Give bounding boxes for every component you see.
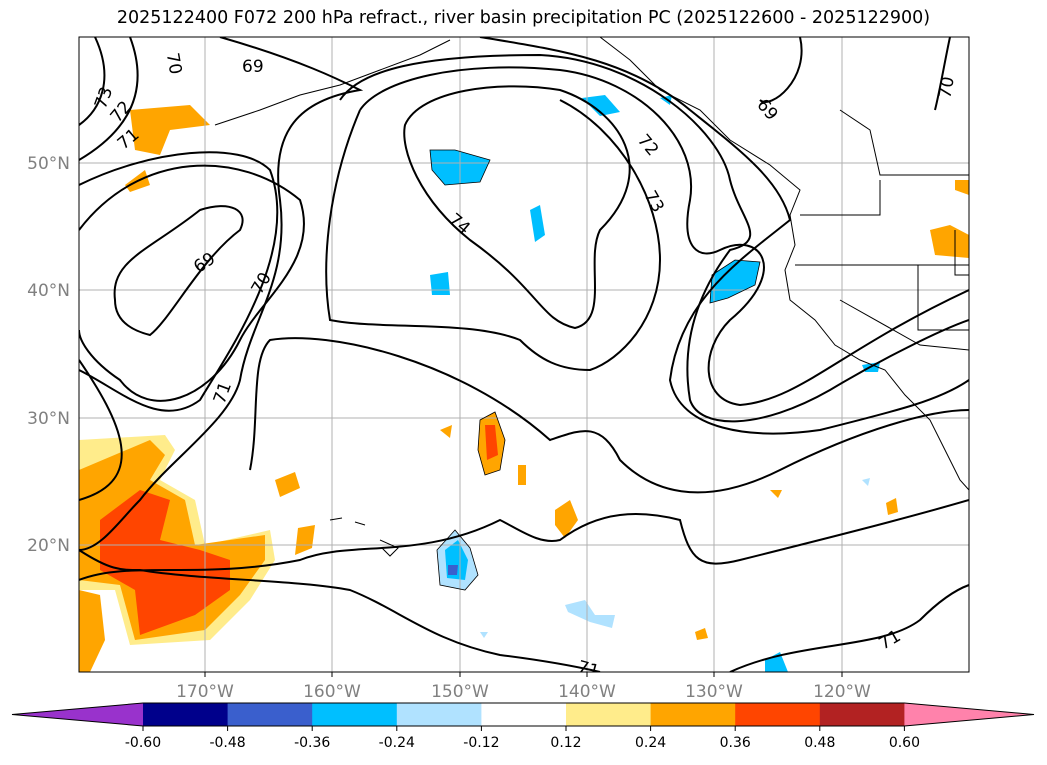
colorbar-tick-label: 0.48 [804, 735, 835, 751]
colorbar-swatch [312, 703, 398, 726]
colorbar-tick-label: -0.24 [379, 735, 415, 751]
lat-label: 20°N [27, 536, 70, 556]
colorbar-tick-label: -0.60 [125, 735, 161, 751]
colorbar-swatch [143, 703, 229, 726]
lat-label: 40°N [27, 281, 70, 301]
lon-label: 150°W [431, 682, 489, 702]
map-area: 70 69 73 72 71 74 72 73 69 70 69 70 71 7… [79, 37, 969, 682]
svg-text:71: 71 [575, 657, 601, 682]
colorbar-tick-label: 0.12 [550, 735, 581, 751]
colorbar-extend-low [12, 703, 143, 726]
colorbar-swatch [227, 703, 313, 726]
lat-label: 30°N [27, 409, 70, 429]
map-title: 2025122400 F072 200 hPa refract., river … [116, 8, 931, 28]
precip-shading [79, 95, 969, 672]
svg-text:70: 70 [935, 75, 958, 100]
colorbar-swatch [396, 703, 482, 726]
colorbar-tick-label: 0.24 [635, 735, 666, 751]
svg-text:69: 69 [242, 57, 264, 77]
colorbar-tick-label: 0.36 [720, 735, 751, 751]
lon-label: 140°W [558, 682, 616, 702]
lat-axis: 50°N 40°N 30°N 20°N [27, 154, 70, 556]
colorbar-tick-label: -0.12 [463, 735, 499, 751]
lon-label: 160°W [303, 682, 361, 702]
colorbar-swatch [735, 703, 821, 726]
lon-label: 120°W [813, 682, 871, 702]
precip-outlines [429, 149, 761, 591]
lon-axis: 170°W 160°W 150°W 140°W 130°W 120°W [176, 672, 871, 702]
map-frame [78, 36, 970, 673]
colorbar-swatch [481, 703, 567, 726]
contour-lines [79, 37, 969, 672]
colorbar-tick-label: 0.60 [889, 735, 920, 751]
colorbar: -0.60 -0.48 -0.36 -0.24 -0.12 0.12 0.24 0.36 0.4… [11, 702, 1035, 751]
svg-text:70: 70 [162, 51, 185, 76]
colorbar-tick-label: -0.36 [294, 735, 330, 751]
colorbar-swatch [819, 703, 905, 726]
lon-label: 130°W [685, 682, 743, 702]
lon-label: 170°W [176, 682, 234, 702]
colorbar-swatch [650, 703, 736, 726]
colorbar-tick-label: -0.48 [209, 735, 245, 751]
colorbar-swatch [566, 703, 652, 726]
lat-label: 50°N [27, 154, 70, 174]
colorbar-extend-high [904, 703, 1034, 726]
